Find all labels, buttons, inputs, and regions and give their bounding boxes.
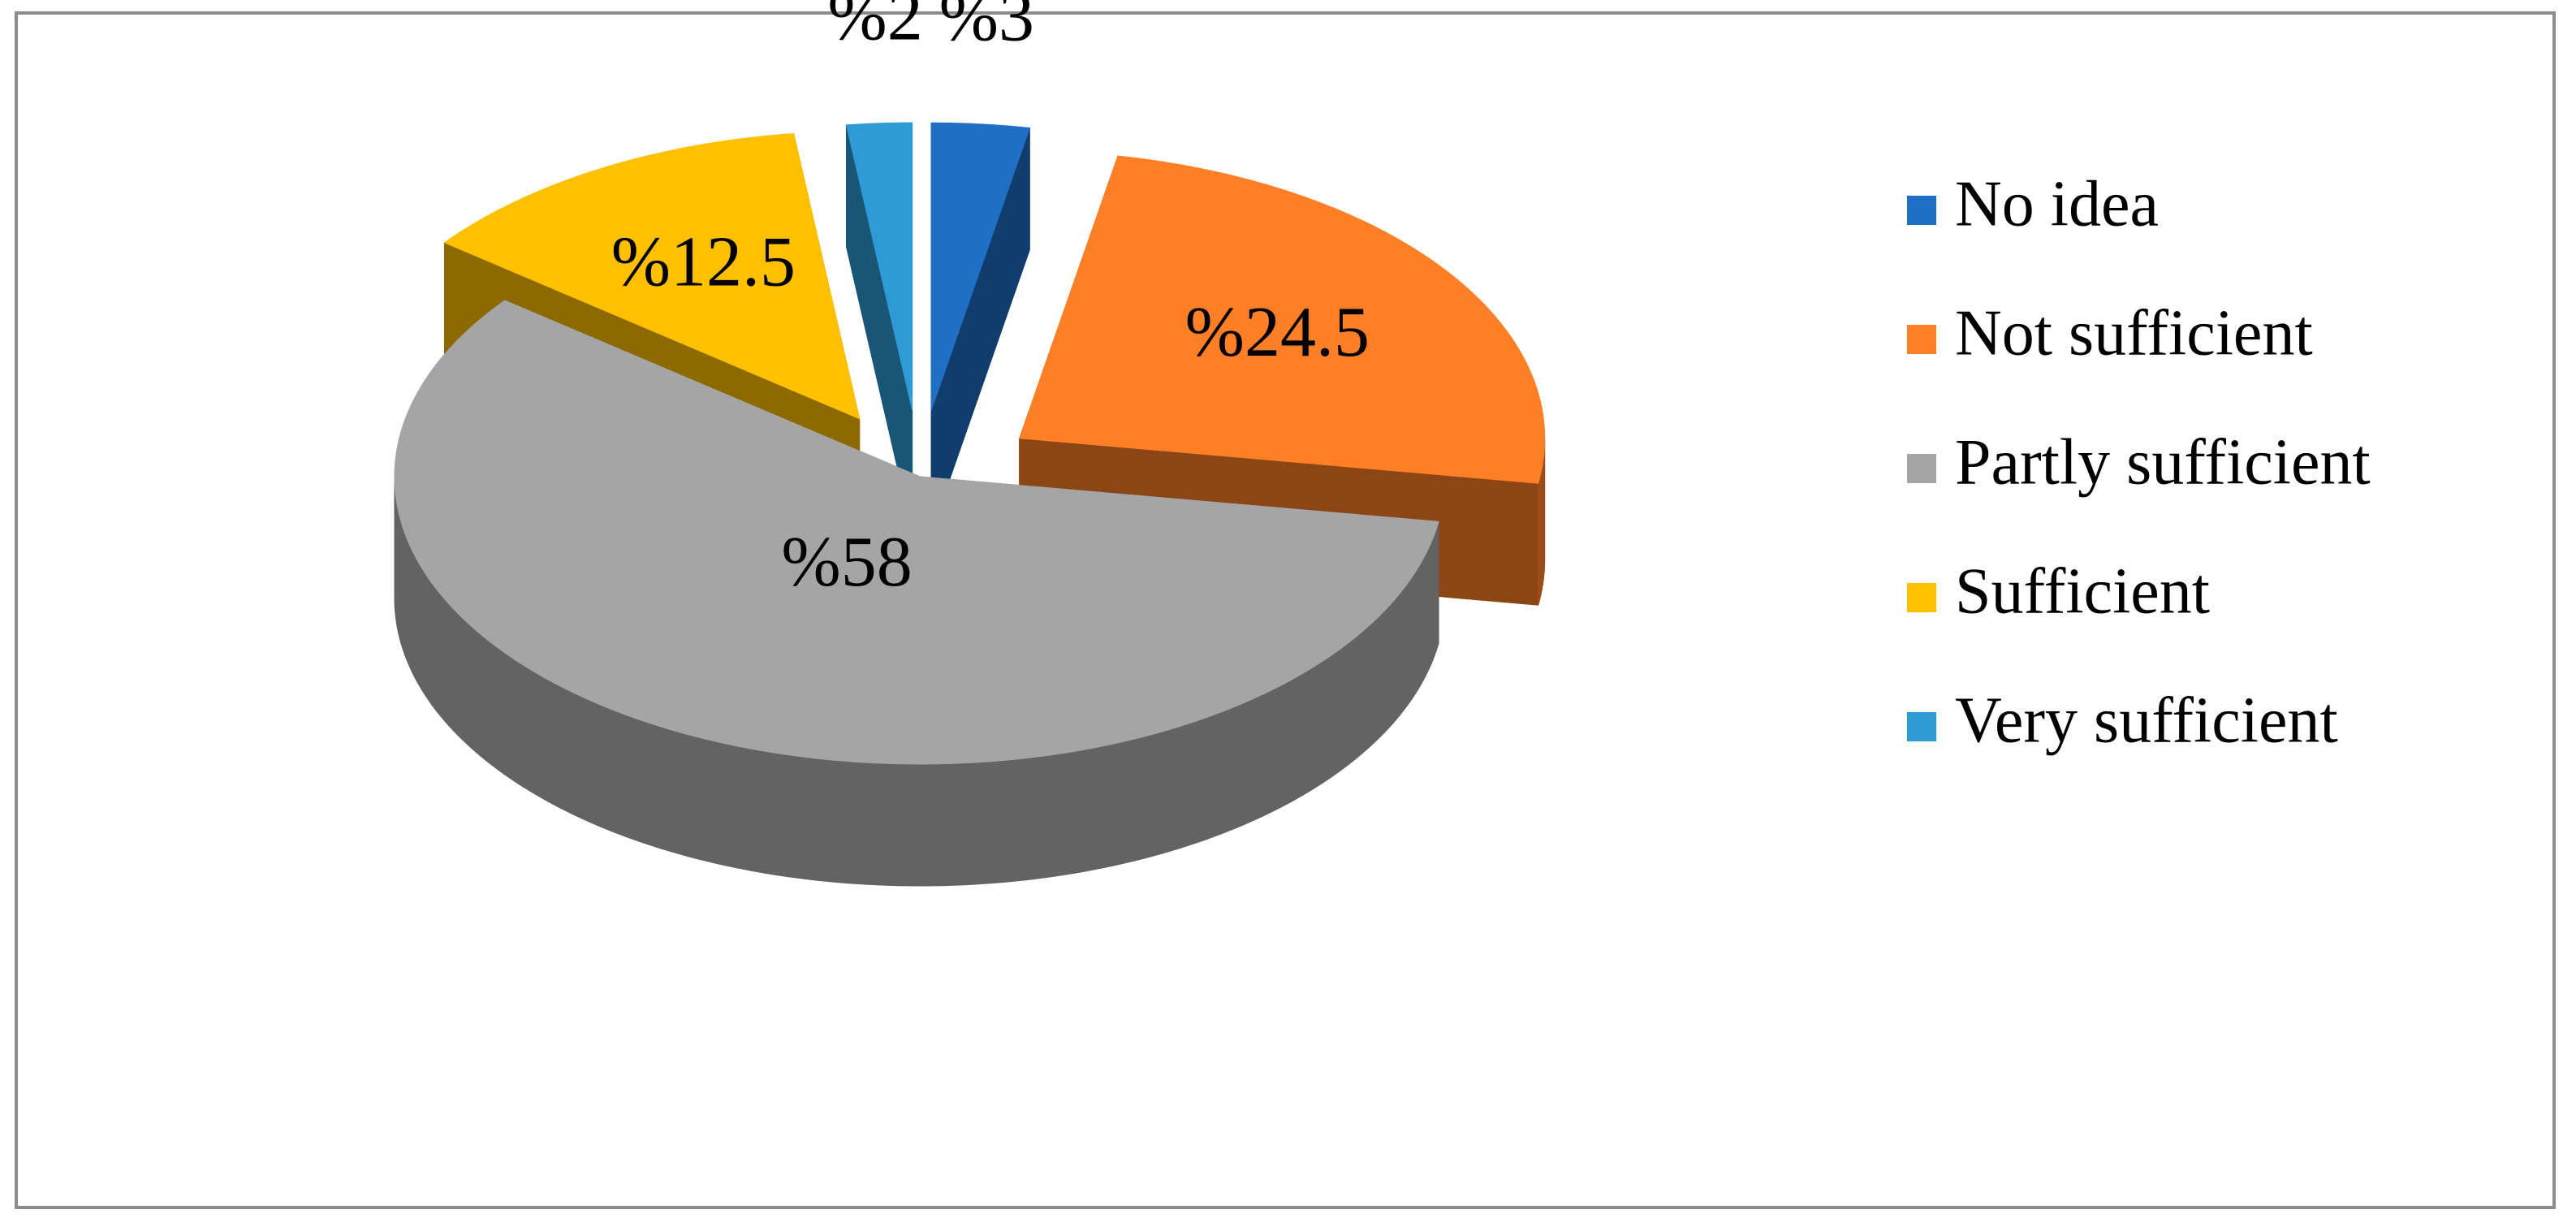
data-label: %12.5 [611, 222, 796, 301]
slice [443, 132, 861, 420]
slice [394, 300, 1439, 765]
legend-label: Sufficient [1955, 555, 2210, 627]
slice [930, 122, 1031, 411]
legend-label: Partly sufficient [1955, 426, 2371, 498]
legend-swatch [1907, 583, 1936, 612]
legend-label: No idea [1955, 168, 2159, 240]
slice [845, 122, 913, 411]
legend-swatch [1907, 712, 1936, 741]
legend-swatch [1907, 454, 1936, 483]
data-label: %58 [781, 523, 912, 602]
data-label: %2 [827, 0, 922, 55]
legend-swatch [1907, 325, 1936, 354]
legend-label: Very sufficient [1955, 685, 2338, 756]
legend-label: Not sufficient [1955, 297, 2313, 369]
data-label: %24.5 [1185, 293, 1370, 372]
data-label: %3 [939, 0, 1034, 57]
slice [1019, 155, 1546, 484]
legend-swatch [1907, 196, 1936, 225]
